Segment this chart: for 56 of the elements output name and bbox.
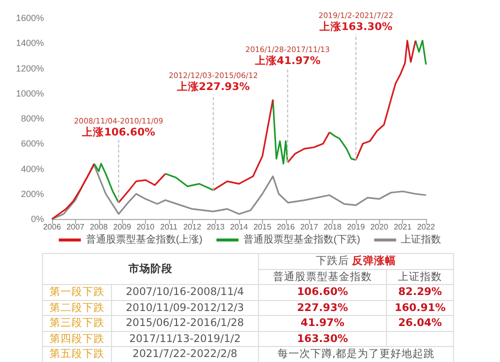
- y-tick-label: 800%: [20, 114, 44, 124]
- x-tick-label: 2017: [300, 222, 319, 232]
- text: 26.04%: [386, 316, 454, 331]
- text: 106.60%: [258, 284, 387, 300]
- x-tick-label: 2008: [90, 222, 108, 232]
- text: 163.30%: [258, 331, 387, 346]
- text: 2010/11/09-2012/12/3: [112, 300, 258, 316]
- x-tick-label: 2022: [417, 222, 436, 232]
- text: 2017/11/13-2019/1/2: [112, 331, 258, 346]
- y-tick-label: 1200%: [16, 63, 44, 74]
- text: 第四段下跌: [42, 331, 112, 346]
- text: 市场阶段: [42, 254, 258, 284]
- text: 第五段下跌: [42, 346, 112, 362]
- x-tick-label: 2009: [113, 222, 132, 232]
- x-tick-label: 2021: [394, 222, 412, 232]
- text: 第三段下跌: [42, 316, 112, 331]
- text: 227.93%: [258, 300, 387, 316]
- x-tick-label: 2013: [206, 222, 226, 232]
- text: 上证指数: [386, 269, 454, 284]
- x-tick-label: 2019: [346, 222, 366, 232]
- y-tick-label: 1600%: [16, 13, 44, 23]
- y-tick-label: 600%: [20, 138, 44, 149]
- annotation: 上涨106.60%: [81, 125, 156, 138]
- text: 2015/06/12-2016/1/28: [112, 316, 258, 331]
- x-tick-label: 2007: [66, 222, 85, 232]
- x-tick-label: 2011: [160, 222, 178, 232]
- annotation: 上涨41.97%: [254, 54, 321, 67]
- text: 2007/10/16-2008/11/4: [112, 284, 258, 300]
- text: 第一段下跌: [42, 284, 112, 300]
- text: 第二段下跌: [42, 300, 112, 316]
- y-tick-label: 200%: [20, 188, 44, 199]
- y-tick-label: 0%: [30, 214, 44, 224]
- text: 82.29%: [386, 284, 454, 300]
- text: 下跌后: [316, 255, 349, 268]
- x-tick-label: 2014: [230, 222, 248, 232]
- x-tick-label: 2015: [253, 222, 272, 232]
- x-tick-label: 2012: [183, 222, 202, 232]
- x-tick-label: 2018: [324, 222, 342, 232]
- legend-label: 普通股票型基金指数(上涨): [86, 234, 203, 246]
- x-tick-label: 2006: [43, 222, 62, 232]
- text: 2021/7/22-2022/2/8: [112, 346, 258, 362]
- text: 每一次下蹲,都是为了更好地起跳: [258, 346, 454, 362]
- x-tick-label: 2016: [276, 222, 296, 232]
- text: 41.97%: [258, 316, 387, 331]
- annotation: 上涨227.93%: [176, 80, 250, 94]
- text: 160.91%: [386, 300, 454, 316]
- y-tick-label: 1400%: [16, 38, 44, 48]
- legend-label: 上证指数: [401, 234, 442, 246]
- legend-label: 普通股票型基金指数(下跌): [244, 234, 360, 246]
- y-tick-label: 1000%: [16, 88, 44, 98]
- y-tick-label: 400%: [20, 164, 44, 174]
- x-tick-label: 2010: [136, 222, 155, 232]
- text: 普通股票型基金指数: [258, 269, 387, 284]
- annotation: 上涨163.30%: [318, 20, 393, 33]
- x-tick-label: 2020: [370, 222, 389, 232]
- text: 反弹涨幅: [352, 255, 396, 268]
